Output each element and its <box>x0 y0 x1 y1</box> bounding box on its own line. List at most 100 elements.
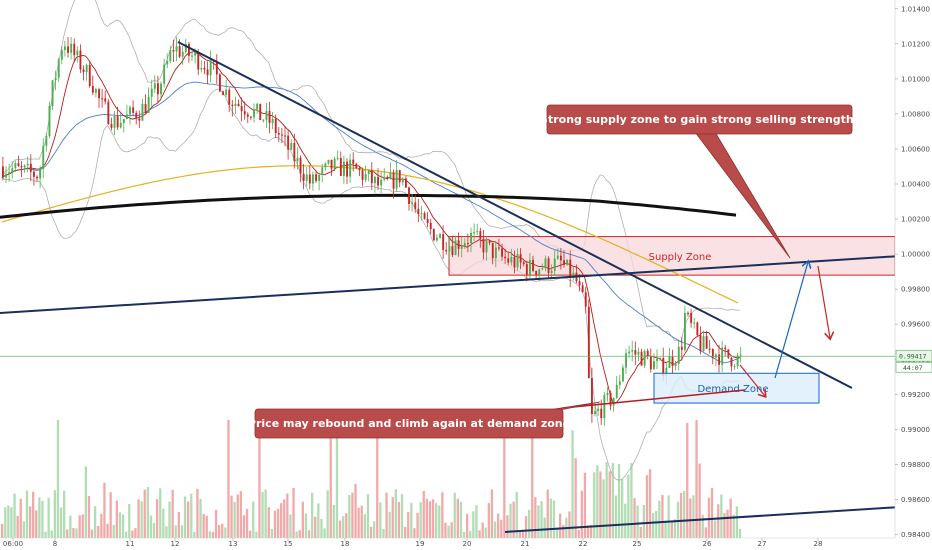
candle-body <box>119 122 122 128</box>
volume-bar <box>1 523 4 538</box>
current-price-box <box>895 349 932 362</box>
x-tick-label: 20 <box>463 540 472 548</box>
candle-body <box>656 358 658 362</box>
volume-bar <box>320 518 323 538</box>
volume-bar <box>326 490 329 538</box>
candle-body <box>448 246 451 252</box>
y-tick-label: 0.99000 <box>901 426 930 434</box>
volume-bar <box>382 528 385 538</box>
arrow-rise-to-supply <box>774 262 808 379</box>
candle-body <box>442 234 445 250</box>
volume-bar <box>193 531 196 538</box>
y-tick-label: 1.00600 <box>901 145 930 153</box>
volume-bar <box>32 491 35 538</box>
ascending-support-line <box>0 253 932 314</box>
candle-body <box>225 89 228 96</box>
volume-bar <box>673 519 676 538</box>
candle-body <box>184 43 187 52</box>
candle-body <box>48 106 51 136</box>
volume-bar <box>360 505 363 538</box>
volume-bar <box>500 519 503 538</box>
candle-body <box>380 179 383 186</box>
candle-body <box>104 98 107 102</box>
volume-bar <box>351 492 354 538</box>
supply-callout-box <box>546 104 853 135</box>
volume-bar <box>661 494 664 538</box>
candle-body <box>705 336 708 349</box>
volume-bar <box>472 511 475 538</box>
volume-bar <box>726 509 729 538</box>
candle-body <box>305 174 308 181</box>
candle-body <box>175 46 178 52</box>
candle-body <box>135 112 138 119</box>
volume-bar <box>537 505 540 538</box>
volume-bar <box>295 531 298 538</box>
y-tick-label: 0.99200 <box>901 391 930 399</box>
candle-body <box>268 110 271 124</box>
volume-bar <box>149 515 153 538</box>
candle-body <box>215 61 218 75</box>
candle-body <box>711 348 714 358</box>
volume-bar <box>608 471 611 538</box>
volume-bar <box>410 502 413 538</box>
volume-bar <box>571 430 574 538</box>
candle-body <box>467 243 469 245</box>
y-tick-label: 1.00800 <box>901 110 930 118</box>
candle-body <box>219 74 221 92</box>
candle-body <box>405 178 407 188</box>
candle-body <box>361 170 364 180</box>
candle-body <box>674 363 677 366</box>
volume-bar <box>16 515 19 538</box>
volume-bar <box>264 489 267 538</box>
candle-body <box>51 80 54 107</box>
volume-bar <box>602 479 605 538</box>
candle-body <box>85 64 88 73</box>
volume-bar <box>366 494 370 538</box>
arrow-drop-from-supply <box>817 265 830 338</box>
candle-body <box>578 281 581 286</box>
volume-bar <box>493 521 497 538</box>
volume-support-line <box>504 504 932 533</box>
volume-bar <box>69 515 72 538</box>
candle-body <box>45 135 48 146</box>
candle-body <box>26 163 29 166</box>
candle-body <box>479 231 482 239</box>
candle-body <box>377 176 379 186</box>
volume-bar <box>72 528 75 538</box>
x-tick-label: 15 <box>284 540 293 548</box>
candle-body <box>296 157 299 162</box>
volume-bar <box>456 498 459 538</box>
y-tick-label: 1.00400 <box>901 181 930 189</box>
y-tick-label: 1.00000 <box>901 251 930 259</box>
candle-body <box>11 168 14 172</box>
candle-body <box>395 170 398 189</box>
candle-body <box>504 256 507 259</box>
candle-body <box>429 222 432 230</box>
candle-body <box>70 43 73 53</box>
volume-bar <box>490 489 494 538</box>
candle-body <box>277 133 280 135</box>
volume-bar <box>686 422 689 538</box>
candle-body <box>191 55 193 57</box>
candle-body <box>383 176 386 180</box>
volume-bar <box>261 492 264 538</box>
volume-bar <box>404 526 407 538</box>
volume-bar <box>676 501 680 538</box>
volume-bar <box>543 517 546 538</box>
candle-body <box>603 395 606 419</box>
volume-bar <box>732 514 735 538</box>
volume-bar <box>152 522 156 538</box>
candle-body <box>169 50 172 62</box>
candle-body <box>569 259 572 278</box>
candle-body <box>684 312 686 350</box>
volume-bar <box>332 504 335 538</box>
candle-body <box>668 356 671 368</box>
volume-bar <box>273 510 277 538</box>
candle-body <box>529 259 531 275</box>
candle-body <box>473 232 476 234</box>
candle-body <box>82 69 85 73</box>
volume-bar <box>348 495 351 538</box>
candle-body <box>237 103 240 107</box>
volume-bar <box>180 525 184 538</box>
